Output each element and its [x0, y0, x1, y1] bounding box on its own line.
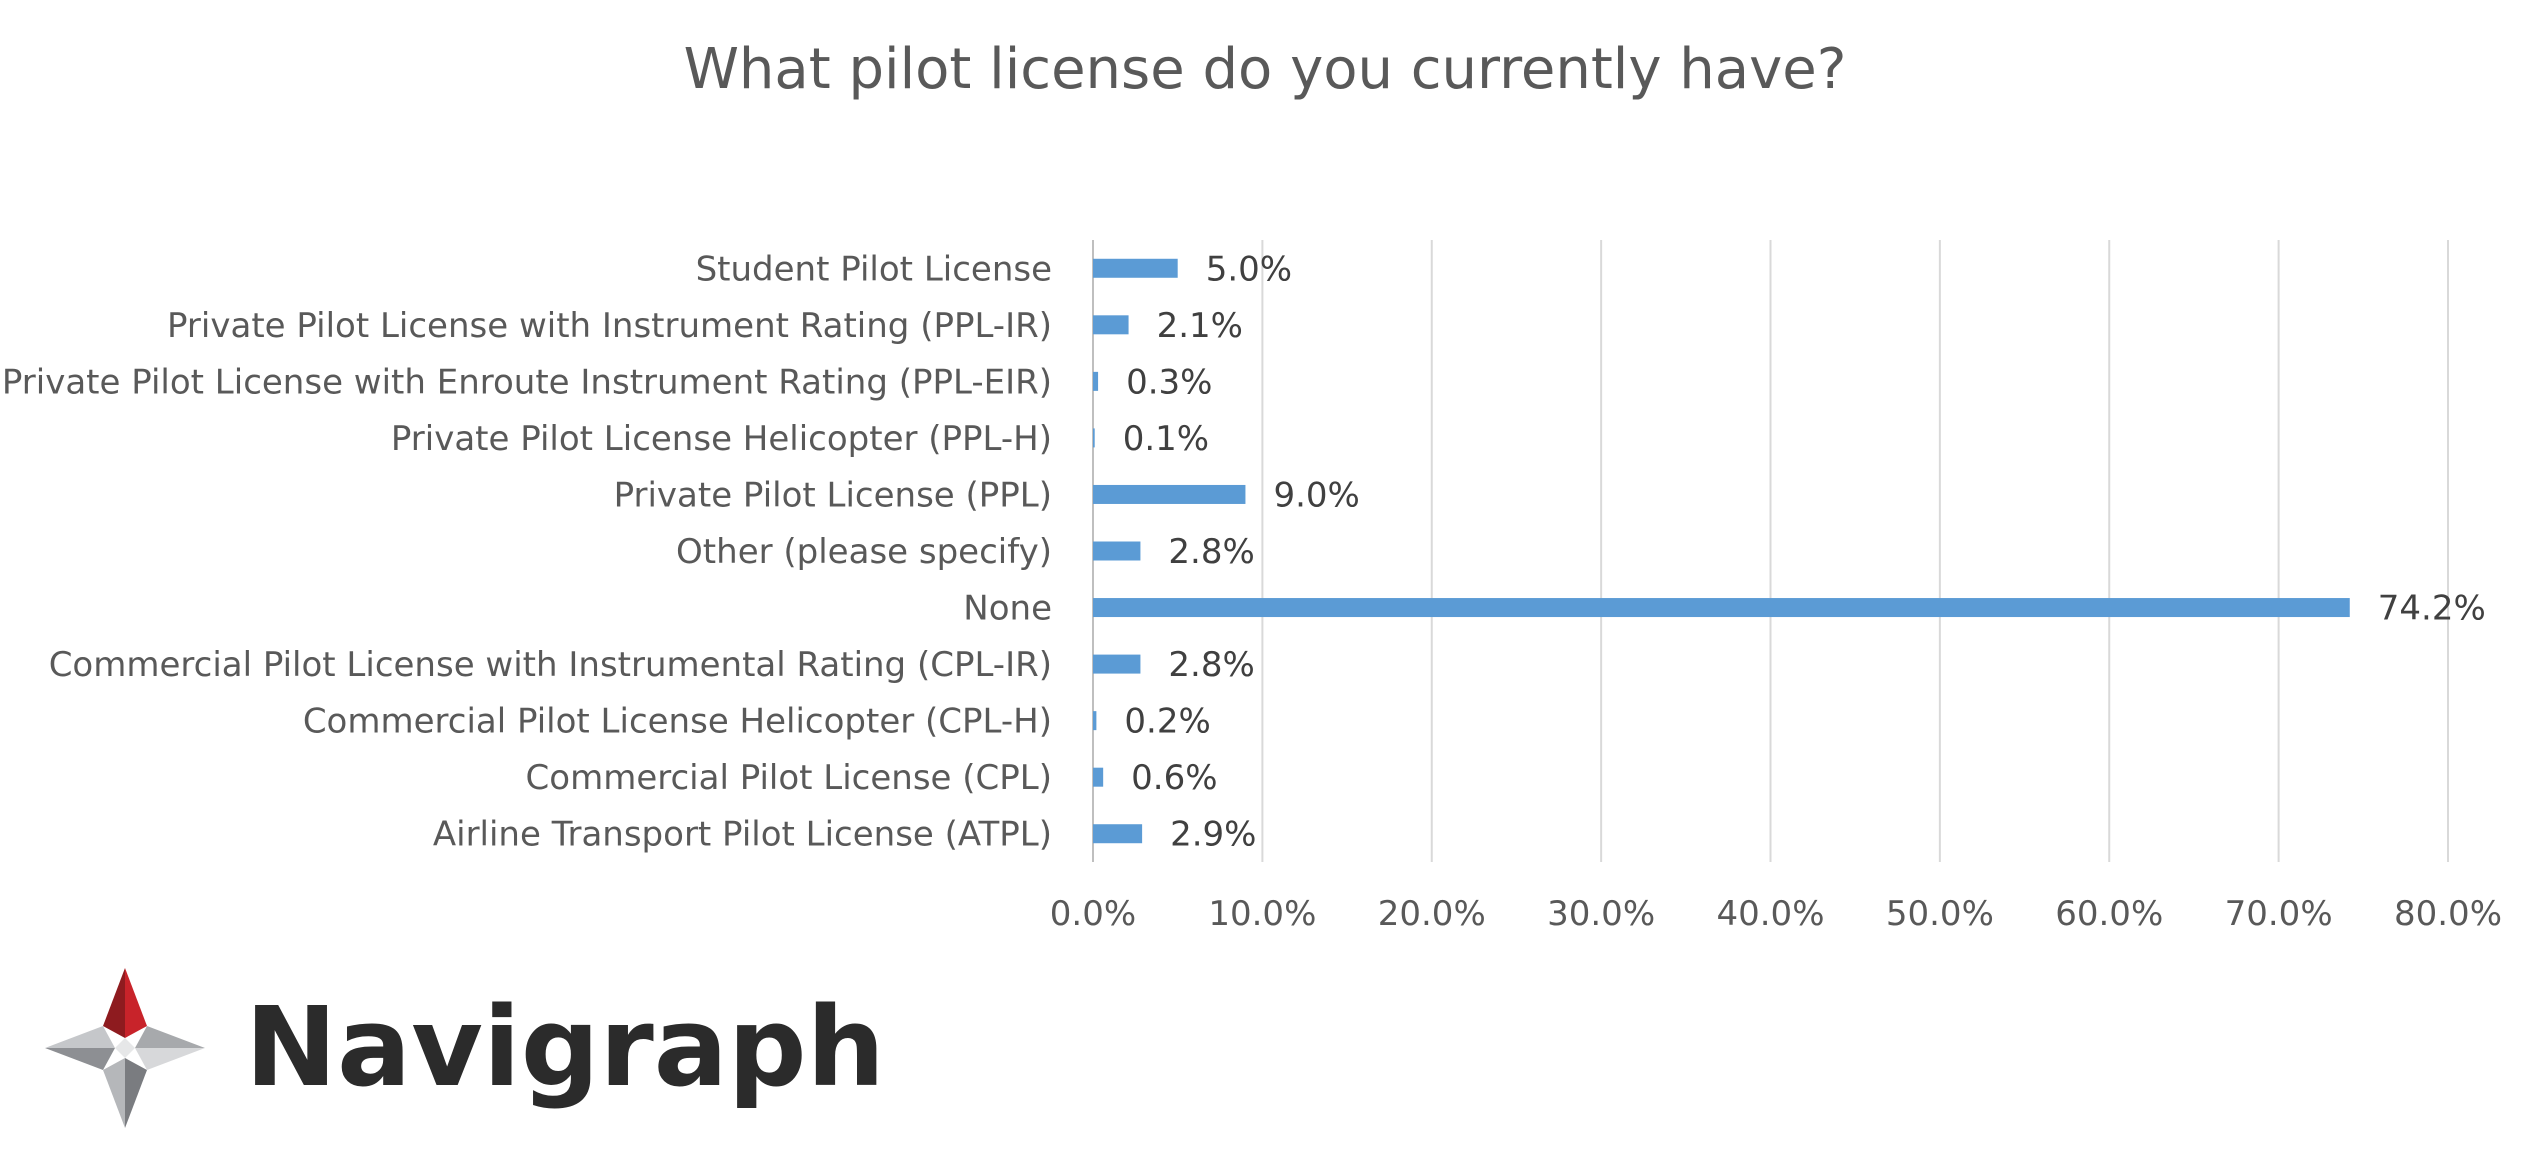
compass-star-icon — [45, 968, 205, 1128]
data-label: 0.2% — [1124, 702, 1210, 742]
bar — [1093, 824, 1143, 844]
category-label: Private Pilot License (PPL) — [614, 475, 1052, 515]
x-tick-label: 20.0% — [1378, 894, 1486, 934]
data-label: 0.3% — [1126, 362, 1212, 402]
x-tick-label: 50.0% — [1886, 894, 1994, 934]
bars — [1093, 258, 2350, 844]
category-label: Student Pilot License — [696, 249, 1052, 289]
bar — [1093, 711, 1097, 731]
grid — [1092, 240, 2449, 862]
data-labels: 5.0% 2.1% 0.3% 0.1% 9.0% 2.8% 74.2% 2.8% 0.2% 0.6… — [1123, 249, 2486, 854]
data-label: 2.8% — [1168, 532, 1254, 572]
data-label: 2.8% — [1168, 645, 1254, 685]
category-labels: Student Pilot License Private Pilot Licen… — [2, 249, 1052, 854]
bar — [1093, 654, 1141, 674]
category-label: Private Pilot License with Enroute Instr… — [2, 362, 1052, 402]
data-label: 74.2% — [2378, 589, 2486, 629]
category-label: Commercial Pilot License (CPL) — [526, 758, 1052, 798]
data-label: 2.9% — [1170, 815, 1256, 855]
bar — [1093, 598, 2350, 618]
x-tick-label: 30.0% — [1547, 894, 1655, 934]
data-label: 0.6% — [1131, 758, 1217, 798]
bar — [1093, 428, 1095, 448]
brand-name: Navigraph — [245, 983, 885, 1111]
x-tick-label: 10.0% — [1208, 894, 1316, 934]
bar — [1093, 315, 1129, 335]
data-label: 9.0% — [1273, 475, 1359, 515]
category-label: Commercial Pilot License Helicopter (CPL… — [303, 702, 1052, 742]
x-tick-label: 80.0% — [2394, 894, 2502, 934]
x-tick-label: 0.0% — [1050, 894, 1136, 934]
bar — [1093, 767, 1104, 787]
data-label: 0.1% — [1123, 419, 1209, 459]
x-tick-label: 40.0% — [1716, 894, 1824, 934]
category-label: Other (please specify) — [676, 532, 1052, 572]
bar — [1093, 371, 1099, 391]
bar — [1093, 258, 1178, 278]
navigraph-logo: Navigraph — [45, 968, 885, 1128]
x-tick-label: 70.0% — [2225, 894, 2333, 934]
category-label: Commercial Pilot License with Instrument… — [49, 645, 1052, 685]
x-axis-tick-labels: 0.0% 10.0% 20.0% 30.0% 40.0% 50.0% 60.0% 70.0% 8… — [1050, 894, 2502, 934]
data-label: 2.1% — [1157, 306, 1243, 346]
chart-title: What pilot license do you currently have… — [684, 37, 1847, 102]
category-label: Private Pilot License Helicopter (PPL-H) — [391, 419, 1052, 459]
bar — [1093, 541, 1141, 561]
category-label: Private Pilot License with Instrument Ra… — [167, 306, 1052, 346]
data-label: 5.0% — [1206, 249, 1292, 289]
category-label: None — [963, 589, 1052, 629]
category-label: Airline Transport Pilot License (ATPL) — [433, 815, 1052, 855]
x-tick-label: 60.0% — [2055, 894, 2163, 934]
bar — [1093, 484, 1246, 504]
